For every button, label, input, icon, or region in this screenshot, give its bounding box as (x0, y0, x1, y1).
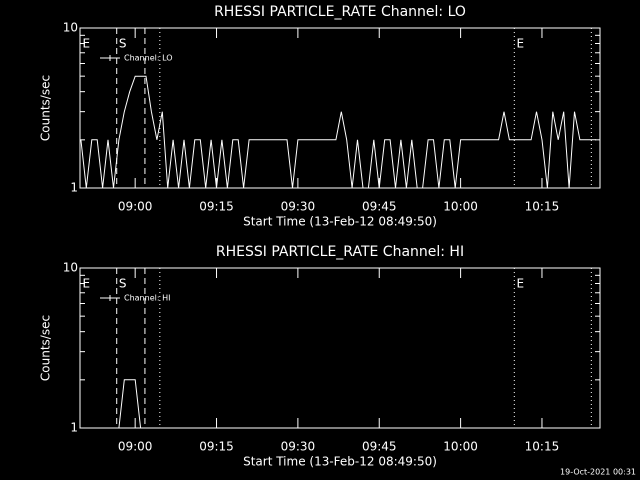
x-tick-label: 10:00 (443, 440, 478, 454)
timestamp: 19-Oct-2021 00:31 (560, 468, 636, 477)
data-line (80, 379, 597, 429)
chart-title: RHESSI PARTICLE_RATE Channel: LO (214, 4, 466, 20)
x-axis-label: Start Time (13-Feb-12 08:49:50) (243, 455, 437, 469)
y-tick-label: 10 (63, 21, 78, 35)
marker-label: E (516, 37, 524, 51)
y-tick-label: 1 (70, 421, 78, 435)
y-tick-label: 10 (63, 261, 78, 275)
y-tick-label: 1 (70, 181, 78, 195)
marker-label: S (119, 277, 127, 291)
x-tick-label: 09:45 (362, 440, 397, 454)
data-line (80, 75, 597, 189)
plot-frame (79, 27, 601, 189)
plot-frame (79, 267, 601, 429)
marker-label: S (119, 37, 127, 51)
x-tick-label: 10:00 (443, 200, 478, 214)
x-tick-label: 09:00 (118, 440, 153, 454)
chart-title: RHESSI PARTICLE_RATE Channel: HI (216, 244, 464, 260)
legend-label: Channel: LO (124, 54, 173, 63)
y-axis-label: Counts/sec (39, 75, 53, 141)
x-tick-label: 10:15 (525, 440, 560, 454)
x-tick-label: 09:00 (118, 200, 153, 214)
x-tick-label: 09:30 (281, 440, 316, 454)
y-axis-label: Counts/sec (39, 315, 53, 381)
marker-label: E (83, 37, 91, 51)
marker-label: E (83, 277, 91, 291)
x-tick-label: 09:30 (281, 200, 316, 214)
x-tick-label: 10:15 (525, 200, 560, 214)
x-tick-label: 09:45 (362, 200, 397, 214)
x-tick-label: 09:15 (199, 440, 234, 454)
legend-label: Channel: HI (124, 294, 170, 303)
x-tick-label: 09:15 (199, 200, 234, 214)
marker-label: E (516, 277, 524, 291)
x-axis-label: Start Time (13-Feb-12 08:49:50) (243, 215, 437, 229)
